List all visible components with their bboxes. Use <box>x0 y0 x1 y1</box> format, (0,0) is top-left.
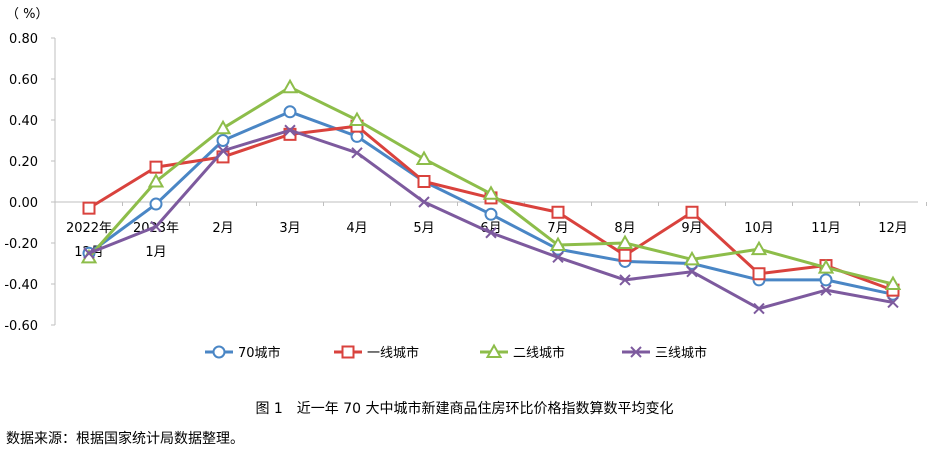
legend-item: 二线城市 <box>480 343 565 361</box>
data-point <box>214 119 232 135</box>
y-tick-label: 0.80 <box>9 32 38 47</box>
data-point <box>619 274 631 286</box>
series-3 <box>80 78 902 290</box>
data-point <box>149 197 163 211</box>
y-tick-label: -0.60 <box>4 319 38 334</box>
x-tick-label: 9月 <box>681 221 702 236</box>
data-point <box>482 185 500 200</box>
y-axis-unit: （ %） <box>6 7 49 22</box>
legend-label: 一线城市 <box>367 345 419 361</box>
legend-label: 二线城市 <box>513 345 565 361</box>
data-point <box>348 111 366 126</box>
data-point <box>683 250 701 266</box>
legend-label: 三线城市 <box>655 345 707 361</box>
data-point <box>887 296 899 309</box>
data-point <box>417 175 431 188</box>
data-point <box>415 150 433 165</box>
legend-marker <box>212 345 226 359</box>
x-tick-label: 7月 <box>547 221 568 236</box>
legend-item: 一线城市 <box>334 345 419 361</box>
data-point <box>750 240 768 256</box>
x-tick-label: 1月 <box>145 245 166 260</box>
legend-marker <box>485 343 503 358</box>
x-tick-label: 2月 <box>212 221 233 236</box>
x-tick-label: 5月 <box>413 221 434 236</box>
data-point <box>752 267 766 281</box>
legend: 70城市 一线城市 二线城市 三线城市 <box>205 343 707 361</box>
data-point <box>484 207 498 221</box>
data-point <box>817 259 835 274</box>
data-point <box>820 284 832 296</box>
data-point <box>283 105 297 119</box>
legend-item: 70城市 <box>205 345 281 361</box>
data-point <box>552 251 564 264</box>
data-point <box>551 205 565 219</box>
x-tick-label: 8月 <box>614 221 635 236</box>
data-point <box>753 302 765 315</box>
y-tick-label: -0.20 <box>4 237 38 252</box>
x-tick-label: 6月 <box>480 221 501 236</box>
data-point <box>216 134 230 147</box>
y-tick-label: 0.60 <box>9 73 38 88</box>
data-point <box>616 234 634 249</box>
data-point <box>150 220 162 233</box>
axis-layer: 0.80 0.60 0.40 0.20 0.00 -0.20 -0.40 -0.60 （ %） 2… <box>4 7 927 334</box>
data-point <box>686 265 698 278</box>
data-point <box>418 196 430 208</box>
figure-caption: 图 1 近一年 70 大中城市新建商品住房环比价格指数算数平均变化 <box>255 401 674 417</box>
legend-item: 三线城市 <box>622 345 707 361</box>
data-point <box>685 205 699 219</box>
legend-label: 70城市 <box>238 345 281 361</box>
x-tick-label: 10月 <box>744 221 774 236</box>
data-point <box>884 275 902 290</box>
x-tick-label: 3月 <box>279 221 300 236</box>
data-point <box>147 172 165 188</box>
y-tick-label: 0.20 <box>9 155 38 170</box>
data-point <box>149 160 163 174</box>
data-point <box>83 247 95 259</box>
x-tick-label: 12月 <box>878 221 908 236</box>
data-point <box>819 273 833 287</box>
data-point <box>351 147 363 159</box>
data-point <box>82 201 96 215</box>
data-source-note: 数据来源：根据国家统计局数据整理。 <box>6 431 244 447</box>
line-chart: 0.80 0.60 0.40 0.20 0.00 -0.20 -0.40 -0.60 （ %） 2… <box>4 7 927 361</box>
series-layer <box>80 78 902 315</box>
data-point <box>549 236 567 252</box>
data-point <box>618 248 632 262</box>
legend-marker <box>630 346 642 358</box>
data-point <box>485 227 497 239</box>
x-tick-label: 4月 <box>346 221 367 236</box>
series-4 <box>83 124 899 315</box>
data-point <box>284 124 296 136</box>
y-tick-label: 0.00 <box>9 196 38 211</box>
data-point <box>217 145 229 157</box>
y-tick-label: 0.40 <box>9 114 38 129</box>
y-tick-label: -0.40 <box>4 278 38 293</box>
x-tick-label: 11月 <box>811 221 841 236</box>
x-tick-label: 2022年 <box>66 221 112 236</box>
legend-marker <box>341 345 355 359</box>
data-point <box>281 78 299 94</box>
